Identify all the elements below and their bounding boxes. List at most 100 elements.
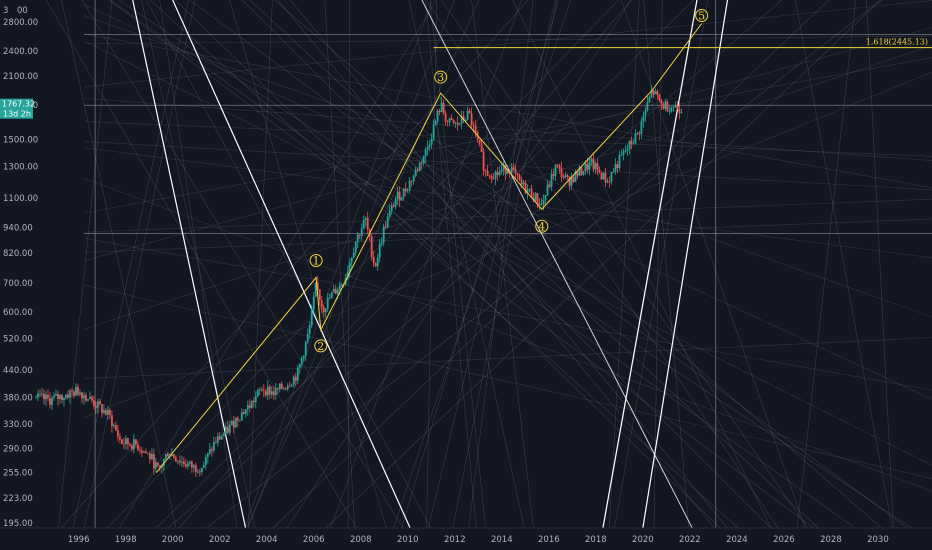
candle-body: [590, 158, 593, 162]
candle-body: [450, 118, 453, 120]
candle-body: [262, 390, 265, 391]
candle-body: [536, 193, 539, 204]
candle-body: [540, 203, 543, 205]
candle-body: [73, 391, 75, 396]
candle-body: [67, 394, 69, 398]
fan-line: [614, 0, 709, 529]
candle-body: [280, 383, 283, 389]
candle-body: [636, 132, 639, 134]
fan-line: [247, 0, 273, 529]
y-tick-label: 1500.00: [3, 136, 38, 146]
y-tick-label: 520.00: [3, 335, 33, 345]
wave-point-label: 2: [317, 340, 324, 353]
candle-body: [634, 133, 637, 144]
candle-body: [492, 178, 495, 180]
fan-line: [653, 0, 663, 529]
candle-body: [282, 388, 285, 390]
candle-body: [144, 451, 147, 454]
candle-body: [624, 150, 627, 152]
candle-body: [184, 464, 187, 467]
candle-body: [278, 383, 281, 390]
candle-body: [490, 175, 493, 179]
candle-body: [216, 436, 219, 443]
candle-body: [498, 171, 501, 175]
fan-line: [471, 0, 534, 529]
candle-body: [113, 425, 115, 427]
y-tick-label: 380.00: [3, 394, 33, 404]
candle-body: [594, 163, 597, 170]
fan-line: [108, 0, 814, 529]
fan-line: [468, 0, 534, 529]
candle-body: [370, 236, 373, 257]
candle-body: [458, 123, 461, 125]
candle-body: [374, 263, 377, 267]
candle-body: [332, 288, 335, 293]
x-tick-label: 1998: [115, 535, 137, 545]
candle-body: [574, 171, 577, 182]
candle-body: [234, 417, 237, 428]
candle-body: [240, 412, 243, 421]
candle-body: [550, 174, 553, 187]
candle-body: [606, 181, 609, 183]
candle-body: [644, 110, 647, 116]
candle-body: [180, 461, 183, 463]
candle-body: [348, 262, 351, 272]
candles-layer: [35, 85, 683, 477]
candle-body: [214, 442, 217, 444]
wave-point-label: 4: [538, 220, 545, 233]
candle-body: [226, 426, 229, 433]
candle-body: [206, 453, 209, 458]
fan-line: [249, 0, 819, 529]
candle-body: [306, 333, 309, 342]
candle-body: [456, 122, 459, 125]
candle-body: [428, 144, 431, 147]
candle-body: [210, 449, 213, 451]
candle-body: [658, 94, 661, 101]
candle-body: [400, 197, 403, 201]
candle-body: [582, 171, 585, 175]
candle-body: [135, 439, 137, 445]
candle-body: [43, 393, 45, 400]
candle-body: [602, 172, 605, 180]
candle-body: [566, 175, 569, 177]
y-tick-label: 2100.00: [3, 72, 38, 82]
candle-body: [618, 155, 621, 169]
candle-body: [478, 139, 481, 144]
fan-line: [796, 0, 856, 529]
candle-body: [99, 401, 101, 405]
fan-line: [83, 57, 932, 214]
candle-body: [101, 404, 103, 413]
y-tick-label: 255.00: [3, 469, 33, 479]
candle-body: [39, 393, 41, 395]
current-price-countdown: 13d 2h: [3, 110, 31, 119]
x-tick-label: 1996: [68, 535, 90, 545]
candle-body: [156, 462, 159, 466]
fan-line: [83, 147, 932, 259]
candle-body: [410, 180, 413, 182]
candle-body: [676, 105, 679, 110]
candle-body: [442, 103, 445, 114]
candle-body: [123, 443, 125, 445]
candle-body: [298, 363, 301, 368]
candle-body: [272, 391, 275, 396]
x-tick-label: 2006: [303, 535, 325, 545]
candle-body: [224, 426, 227, 434]
fan-line: [81, 0, 404, 529]
candle-body: [546, 184, 549, 195]
candle-body: [172, 454, 175, 458]
candle-body: [544, 194, 547, 201]
fan-line: [167, 0, 783, 529]
candle-body: [45, 394, 47, 400]
candle-body: [512, 167, 515, 170]
candle-body: [578, 166, 581, 176]
y-tick-label: 600.00: [3, 308, 33, 318]
candle-body: [462, 116, 465, 121]
x-tick-label: 2000: [162, 535, 184, 545]
candle-body: [652, 90, 655, 95]
candle-body: [432, 125, 435, 139]
candle-body: [392, 205, 395, 207]
candle-body: [656, 91, 659, 95]
fan-line: [244, 0, 433, 529]
candle-body: [426, 146, 429, 150]
